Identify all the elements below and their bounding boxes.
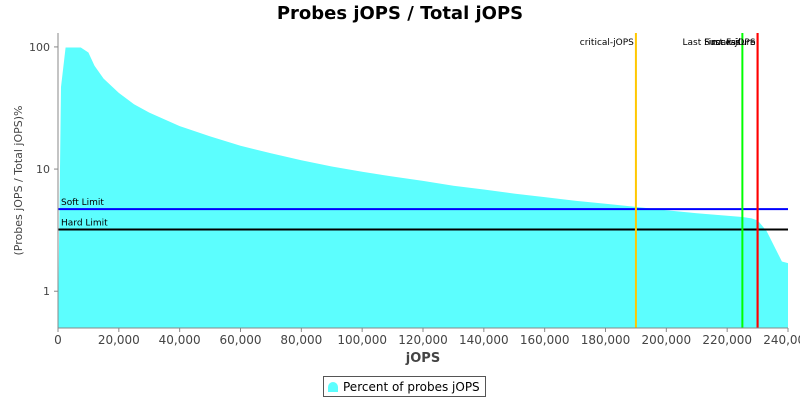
y-tick-label-2: 100 bbox=[29, 41, 50, 54]
x-tick-label-1: 20,000 bbox=[98, 333, 140, 347]
y-axis-label: (Probes jOPS / Total jOPS)% bbox=[12, 105, 25, 255]
hline-label-0: Soft Limit bbox=[61, 198, 104, 208]
x-tick-label-4: 80,000 bbox=[280, 333, 322, 347]
vline-label-1: Last Success bbox=[683, 38, 741, 48]
x-axis-label: jOPS bbox=[405, 351, 440, 366]
legend-label: Percent of probes jOPS bbox=[343, 379, 480, 394]
chart-title: Probes jOPS / Total jOPS bbox=[276, 3, 524, 24]
x-tick-label-0: 0 bbox=[54, 333, 62, 347]
y-tick-label-1: 10 bbox=[36, 163, 50, 176]
x-tick-label-6: 120,000 bbox=[398, 333, 448, 347]
x-tick-label-9: 180,000 bbox=[581, 333, 631, 347]
vline-label-2: max-jOPS bbox=[712, 38, 756, 48]
vline-label-0: critical-jOPS bbox=[580, 38, 634, 48]
legend-swatch-icon bbox=[328, 381, 338, 392]
legend: Percent of probes jOPS bbox=[323, 376, 486, 397]
x-tick-label-12: 240,000 bbox=[763, 333, 800, 347]
hline-label-1: Hard Limit bbox=[61, 219, 108, 229]
x-tick-label-8: 160,000 bbox=[520, 333, 570, 347]
x-tick-label-10: 200,000 bbox=[642, 333, 692, 347]
x-tick-label-11: 220,000 bbox=[702, 333, 752, 347]
x-tick-label-5: 100,000 bbox=[337, 333, 387, 347]
vline-label-3: First Failure bbox=[704, 38, 756, 48]
x-tick-label-2: 40,000 bbox=[159, 333, 201, 347]
series-area-0 bbox=[58, 47, 788, 328]
x-tick-label-3: 60,000 bbox=[220, 333, 262, 347]
x-tick-label-7: 140,000 bbox=[459, 333, 509, 347]
y-tick-label-0: 1 bbox=[43, 285, 50, 298]
